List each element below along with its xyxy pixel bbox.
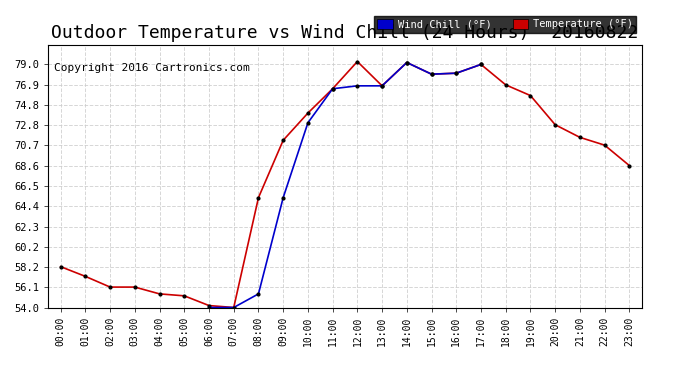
- Legend: Wind Chill (°F), Temperature (°F): Wind Chill (°F), Temperature (°F): [374, 16, 636, 33]
- Text: Copyright 2016 Cartronics.com: Copyright 2016 Cartronics.com: [55, 63, 250, 74]
- Title: Outdoor Temperature vs Wind Chill (24 Hours)  20160822: Outdoor Temperature vs Wind Chill (24 Ho…: [51, 24, 639, 42]
